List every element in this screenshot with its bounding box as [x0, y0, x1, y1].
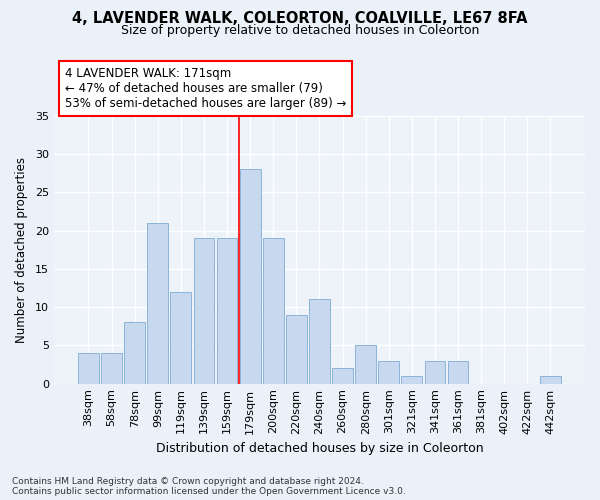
Bar [148, 223, 168, 384]
Bar [286, 315, 307, 384]
Bar [379, 360, 399, 384]
Bar [448, 360, 469, 384]
Bar [194, 238, 214, 384]
Bar [78, 353, 99, 384]
Text: 4, LAVENDER WALK, COLEORTON, COALVILLE, LE67 8FA: 4, LAVENDER WALK, COLEORTON, COALVILLE, … [72, 11, 528, 26]
Text: Contains HM Land Registry data © Crown copyright and database right 2024.: Contains HM Land Registry data © Crown c… [12, 477, 364, 486]
Bar [540, 376, 561, 384]
Bar [263, 238, 284, 384]
Bar [170, 292, 191, 384]
Text: 4 LAVENDER WALK: 171sqm
← 47% of detached houses are smaller (79)
53% of semi-de: 4 LAVENDER WALK: 171sqm ← 47% of detache… [65, 68, 346, 110]
Bar [217, 238, 238, 384]
Text: Contains public sector information licensed under the Open Government Licence v3: Contains public sector information licen… [12, 487, 406, 496]
Bar [401, 376, 422, 384]
Bar [101, 353, 122, 384]
Bar [425, 360, 445, 384]
X-axis label: Distribution of detached houses by size in Coleorton: Distribution of detached houses by size … [155, 442, 483, 455]
Bar [355, 346, 376, 384]
Y-axis label: Number of detached properties: Number of detached properties [15, 156, 28, 342]
Bar [240, 170, 260, 384]
Bar [309, 300, 330, 384]
Text: Size of property relative to detached houses in Coleorton: Size of property relative to detached ho… [121, 24, 479, 37]
Bar [332, 368, 353, 384]
Bar [124, 322, 145, 384]
